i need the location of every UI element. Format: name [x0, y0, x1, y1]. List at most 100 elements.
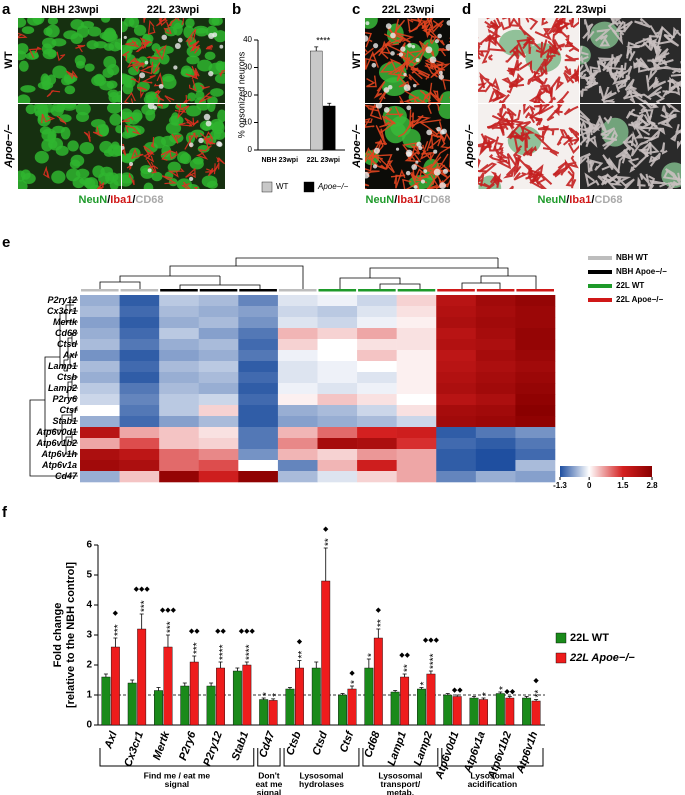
y-tick-label: 40 [243, 35, 252, 44]
microglia [397, 119, 416, 138]
legend-swatch [555, 652, 567, 664]
heatmap-cell [277, 295, 318, 307]
error-bar [472, 696, 477, 698]
colorbar-tick-label: 2.8 [646, 481, 658, 490]
microglia [375, 140, 388, 152]
microglia [628, 90, 638, 103]
error-bar [340, 693, 345, 695]
microglia [141, 74, 156, 84]
micrograph-content [580, 104, 681, 189]
heatmap-cell [159, 317, 200, 329]
y-tick-label: 0 [86, 720, 92, 731]
microglia [419, 140, 432, 162]
cd68 [147, 104, 155, 110]
microglia [662, 170, 681, 181]
microglia [154, 89, 162, 97]
heatmap-cell [119, 372, 160, 384]
heatmap-cell [317, 339, 358, 351]
heatmap-cell [80, 405, 120, 417]
row-label: Atp6v0d1 [35, 427, 77, 437]
microglia [531, 76, 549, 94]
microglia [365, 183, 370, 189]
microglia [638, 136, 656, 146]
cd68 [177, 37, 183, 43]
heatmap-cell [357, 427, 397, 439]
microglia [486, 123, 502, 130]
cd68 [383, 107, 390, 113]
microglia [428, 131, 441, 150]
heatmap-cell [80, 306, 120, 318]
microglia [645, 86, 663, 98]
microglia [128, 172, 135, 186]
legend-swatch [261, 181, 273, 193]
heatmap-cell [436, 328, 477, 340]
microglia [403, 96, 419, 103]
microglia [389, 56, 411, 74]
column-label: NBH 23wpi [41, 4, 98, 16]
microglia [663, 65, 681, 74]
microglia [544, 54, 554, 68]
microglia [122, 116, 134, 123]
heatmap-cell [515, 416, 556, 428]
microglia [566, 41, 579, 53]
heatmap-cell [475, 427, 516, 439]
microglia [433, 121, 445, 139]
stain-word: / [566, 194, 569, 206]
microglia [429, 35, 437, 45]
heatmap-cell [198, 306, 239, 318]
group-bracket [99, 748, 255, 767]
row-label: Apoe−/− [3, 124, 15, 169]
heatmap-cell [317, 328, 358, 340]
error-bar [113, 637, 118, 647]
heatmap-cell [357, 471, 397, 483]
significance-diamonds: ◆ [376, 607, 382, 614]
microglia [496, 110, 514, 131]
heatmap-cell [198, 405, 239, 417]
microglia [580, 68, 592, 80]
y-tick-label: 6 [86, 540, 92, 551]
heatmap-cell [317, 361, 358, 373]
microglia [660, 105, 670, 120]
microglia [535, 117, 543, 126]
microglia [599, 34, 611, 47]
microglia [582, 27, 595, 42]
legend-label: Apoe−/− [317, 182, 349, 191]
error-bar [323, 547, 328, 581]
heatmap-cell [159, 295, 200, 307]
neuron [100, 18, 111, 23]
error-bar [287, 687, 292, 689]
bar [216, 667, 225, 726]
heatmap-cell [119, 427, 160, 439]
column-dendrogram [99, 257, 537, 290]
heatmap-cell [80, 339, 120, 351]
panel-label: a [2, 1, 11, 18]
microglia [654, 92, 665, 103]
heatmap-cell [475, 460, 516, 472]
microglia [648, 179, 670, 188]
heatmap-cell [436, 394, 477, 406]
heatmap-cell [159, 471, 200, 483]
group-label: Lysosomal [470, 770, 514, 780]
neuron [158, 53, 170, 65]
neuron [60, 126, 71, 140]
row-label: Apoe−/− [351, 124, 363, 169]
microglia [583, 61, 594, 78]
heatmap-cell [357, 438, 397, 450]
microglia [662, 86, 676, 98]
significance-diamonds: ◆◆ [504, 688, 515, 695]
neuron [47, 49, 57, 58]
cd68 [405, 170, 411, 176]
microglia [196, 148, 209, 160]
neuron [217, 109, 225, 123]
microglia [439, 132, 450, 145]
microglia [617, 75, 631, 90]
heatmap-cell [277, 427, 318, 439]
microglia [549, 148, 560, 157]
significance-diamonds: ◆◆◆ [160, 607, 177, 614]
microglia [419, 89, 431, 100]
microglia [56, 115, 67, 125]
microglia [586, 74, 598, 90]
neuron [186, 55, 200, 65]
heatmap-cell [198, 449, 239, 461]
error-bar [366, 658, 371, 668]
